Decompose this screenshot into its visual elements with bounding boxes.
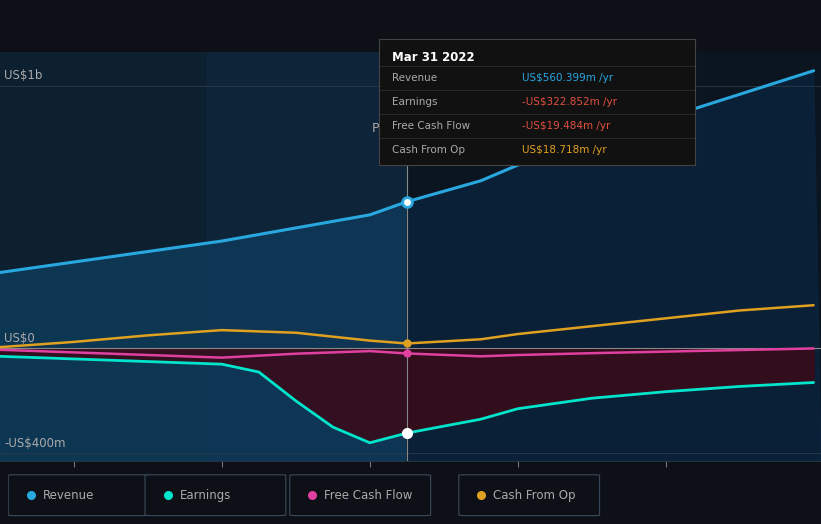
Bar	[406, 52, 821, 461]
FancyBboxPatch shape	[8, 475, 149, 516]
Text: Cash From Op: Cash From Op	[392, 145, 465, 155]
Text: Analysts Forecasts: Analysts Forecasts	[415, 122, 532, 135]
FancyBboxPatch shape	[290, 475, 430, 516]
Bar	[0, 52, 406, 461]
Text: -US$19.484m /yr: -US$19.484m /yr	[521, 121, 610, 131]
Text: Revenue: Revenue	[392, 73, 437, 83]
Polygon shape	[0, 202, 406, 461]
FancyBboxPatch shape	[145, 475, 286, 516]
Text: -US$400m: -US$400m	[4, 437, 66, 450]
Text: -US$322.852m /yr: -US$322.852m /yr	[521, 97, 617, 107]
Text: Revenue: Revenue	[43, 489, 94, 501]
Text: Mar 31 2022: Mar 31 2022	[392, 51, 475, 63]
Text: Past: Past	[372, 122, 398, 135]
Text: US$18.718m /yr: US$18.718m /yr	[521, 145, 606, 155]
Polygon shape	[406, 71, 821, 461]
Text: Free Cash Flow: Free Cash Flow	[324, 489, 413, 501]
Text: US$1b: US$1b	[4, 69, 43, 82]
Text: US$560.399m /yr: US$560.399m /yr	[521, 73, 612, 83]
Bar	[207, 52, 406, 461]
Text: US$0: US$0	[4, 332, 35, 345]
FancyBboxPatch shape	[459, 475, 599, 516]
Text: Earnings: Earnings	[392, 97, 438, 107]
Text: Cash From Op: Cash From Op	[493, 489, 576, 501]
Text: Earnings: Earnings	[180, 489, 231, 501]
Text: Free Cash Flow: Free Cash Flow	[392, 121, 470, 131]
